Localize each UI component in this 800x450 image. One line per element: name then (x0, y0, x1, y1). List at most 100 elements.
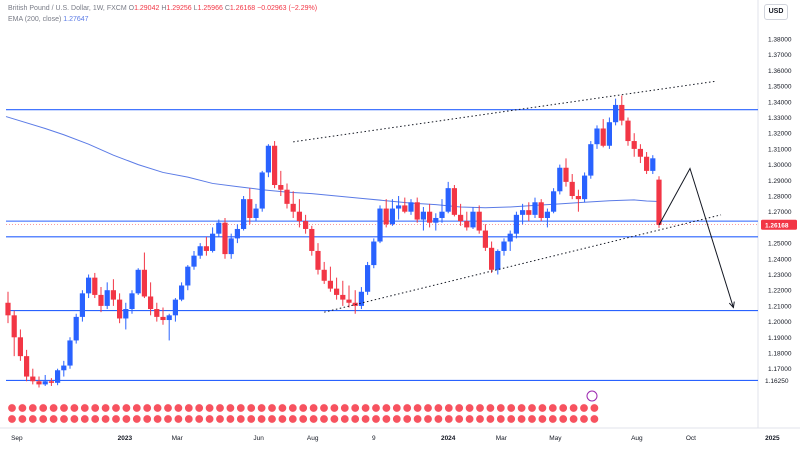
event-marker (205, 403, 215, 413)
event-marker (298, 403, 308, 413)
candle (185, 265, 191, 291)
candle (259, 170, 265, 212)
event-marker (392, 403, 402, 413)
candle-body (284, 189, 290, 204)
candle-body (414, 202, 420, 220)
candle (489, 241, 495, 273)
candle (228, 233, 234, 259)
low-label: L (193, 5, 198, 12)
candle (507, 230, 513, 251)
candle-body (296, 211, 302, 222)
event-marker (454, 403, 464, 413)
candle-body (197, 246, 203, 256)
candle (253, 203, 259, 222)
candle-body (24, 356, 30, 377)
candle-body (42, 381, 48, 385)
candle (309, 225, 315, 256)
candle (315, 243, 321, 275)
candle-body (179, 285, 185, 300)
candle (346, 285, 352, 308)
candle-body (303, 221, 309, 229)
event-marker (517, 414, 527, 424)
price-tick-label: 1.24000 (768, 256, 792, 263)
event-marker (132, 414, 142, 424)
candle-body (55, 370, 61, 383)
candle-body (321, 269, 327, 281)
price-tick-label: 1.22000 (768, 288, 792, 295)
candle-body (495, 250, 501, 270)
low-value: 1.25966 (197, 5, 223, 12)
candle-body (247, 199, 253, 218)
candle (110, 279, 116, 306)
event-marker (506, 403, 516, 413)
time-tick-label: 2024 (441, 435, 456, 442)
candle (117, 293, 123, 324)
event-marker (319, 403, 329, 413)
event-marker (569, 414, 579, 424)
candle (637, 144, 643, 164)
event-marker (496, 403, 506, 413)
price-tick-label: 1.35000 (768, 84, 792, 91)
candle (48, 378, 54, 386)
candle-body (73, 316, 79, 341)
candle-body (222, 222, 228, 255)
candle-body (606, 122, 612, 146)
ema-legend[interactable]: EMA (200, close) 1.27647 (8, 16, 89, 23)
candle-body (92, 277, 98, 295)
candle-body (650, 158, 656, 171)
event-marker (173, 403, 183, 413)
candle-body (265, 145, 271, 173)
time-tick-label: Oct (686, 435, 696, 442)
candle-body (98, 294, 104, 306)
event-marker (257, 414, 267, 424)
candle-body (458, 214, 464, 222)
price-tick-label: 1.31000 (768, 146, 792, 153)
time-tick-label: Sep (11, 435, 23, 442)
candle (520, 203, 526, 225)
candle (98, 287, 104, 313)
event-marker (329, 403, 339, 413)
candle (470, 206, 476, 229)
candle-body (253, 208, 259, 218)
event-marker (423, 414, 433, 424)
event-marker (319, 414, 329, 424)
candle-body (551, 191, 557, 212)
event-marker (246, 403, 256, 413)
currency-button[interactable]: USD (764, 4, 788, 20)
event-marker (475, 414, 485, 424)
price-tick-label: 1.34000 (768, 99, 792, 106)
candle (625, 117, 631, 146)
event-marker (558, 403, 568, 413)
candle-body (371, 241, 377, 266)
event-marker (496, 414, 506, 424)
candle-body (613, 104, 619, 123)
event-marker (288, 403, 298, 413)
candle-body (526, 210, 532, 215)
candle-body (513, 214, 519, 234)
event-marker (101, 414, 111, 424)
candle-body (588, 144, 594, 176)
candle (377, 205, 383, 244)
candle-body (315, 250, 321, 270)
candle-body (520, 210, 526, 215)
event-marker (28, 403, 38, 413)
candle-body (104, 290, 110, 306)
candle (650, 155, 656, 175)
event-marker (288, 414, 298, 424)
event-marker (444, 403, 454, 413)
event-marker (402, 414, 412, 424)
candle (166, 313, 172, 341)
candle (445, 181, 451, 214)
candle (24, 349, 30, 382)
event-marker (465, 403, 475, 413)
candle (389, 199, 395, 226)
candle (203, 236, 209, 256)
event-marker (101, 403, 111, 413)
event-marker (225, 403, 235, 413)
candle (36, 376, 42, 388)
price-tick-label: 1.18000 (768, 351, 792, 358)
event-marker (548, 414, 558, 424)
symbol-name: British Pound / U.S. Dollar, 1W, FXCM (8, 5, 127, 12)
